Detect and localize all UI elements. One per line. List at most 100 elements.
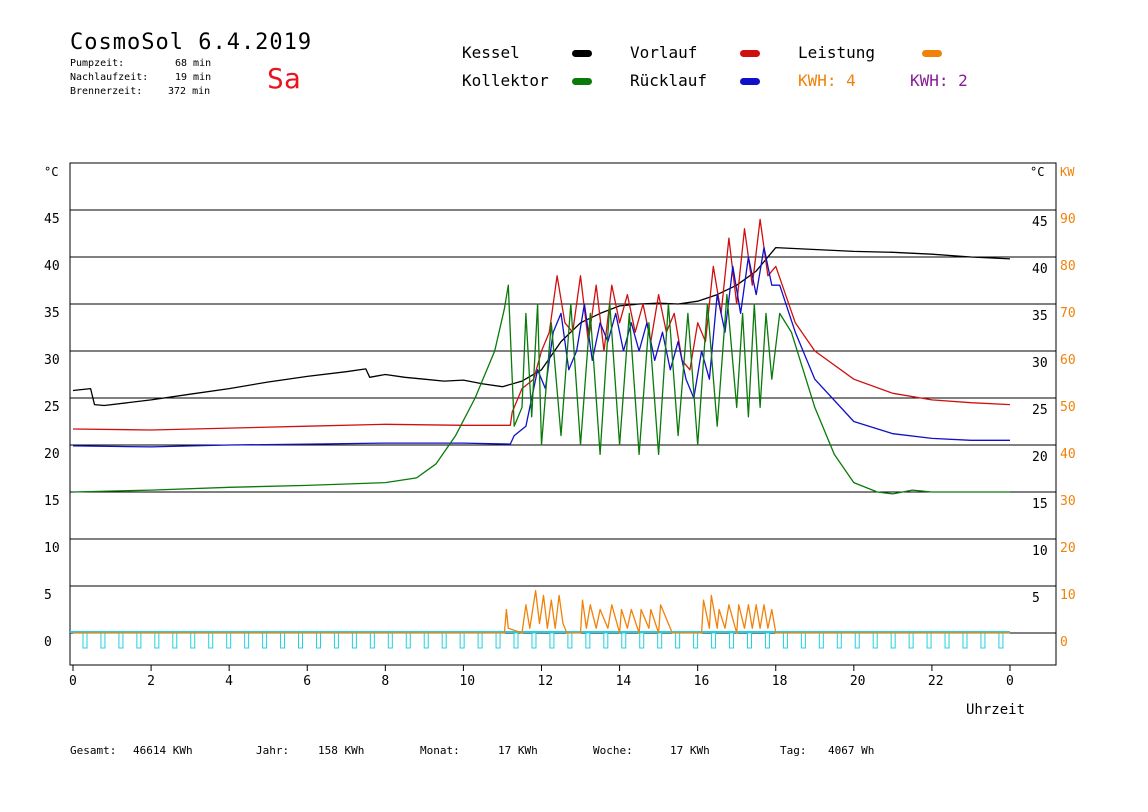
legend-kessel-label: Kessel <box>462 43 520 62</box>
y-tick-right-kw: 50 <box>1060 400 1076 415</box>
x-tick-label: 4 <box>225 674 233 689</box>
legend-kollektor-label: Kollektor <box>462 71 549 90</box>
pump-marker <box>603 632 609 649</box>
pump-marker <box>764 632 770 649</box>
pump-marker <box>280 632 286 649</box>
chart-grid <box>70 209 1056 634</box>
footer-woche-label: Woche: <box>593 744 633 757</box>
legend-kessel-swatch <box>572 50 592 57</box>
x-tick-label: 6 <box>303 674 311 689</box>
series-line-leistung <box>73 590 1010 634</box>
pump-marker <box>657 632 663 649</box>
pump-marker <box>82 632 88 649</box>
nachlaufzeit-value: 19 min <box>175 72 212 83</box>
y-tick-left: 5 <box>44 588 52 603</box>
y-tick-right-c: 45 <box>1032 215 1048 230</box>
x-tick-label: 18 <box>772 674 788 689</box>
y-tick-right-kw: 0 <box>1060 635 1068 650</box>
footer-tag-label: Tag: <box>780 744 807 757</box>
plot-frame <box>69 162 1057 666</box>
pump-marker <box>693 632 699 649</box>
x-tick-label: 8 <box>381 674 389 689</box>
brennerzeit-label: Brennerzeit: <box>70 86 143 97</box>
legend-leistung-label: Leistung <box>798 43 876 62</box>
pump-marker <box>172 632 178 649</box>
y-tick-right-kw: 30 <box>1060 494 1076 509</box>
pump-marker <box>190 632 196 649</box>
y-tick-right-kw: 40 <box>1060 447 1076 462</box>
x-tick-label: 20 <box>850 674 866 689</box>
y-tick-right-kw: 80 <box>1060 259 1076 274</box>
pump-marker <box>136 632 142 649</box>
legend-leistung-swatch <box>922 50 942 57</box>
pump-marker <box>459 632 465 649</box>
x-tick-label: 0 <box>1006 674 1014 689</box>
legend-kollektor-swatch <box>572 78 592 85</box>
pump-marker <box>531 632 537 649</box>
brennerzeit-value: 372 min <box>168 86 211 97</box>
pump-marker <box>100 632 106 649</box>
pump-marker <box>387 632 393 649</box>
x-tick-label: 10 <box>459 674 475 689</box>
pump-marker <box>369 632 375 649</box>
pump-marker <box>351 632 357 649</box>
y-tick-right-c: 40 <box>1032 262 1048 277</box>
pump-marker <box>711 632 717 649</box>
pump-marker <box>890 632 896 649</box>
y-axis-label-left: °C <box>44 165 58 179</box>
footer-gesamt-label: Gesamt: <box>70 744 117 757</box>
pump-marker <box>315 632 321 649</box>
x-tick-label: 14 <box>616 674 632 689</box>
pump-marker <box>244 632 250 649</box>
y-tick-right-kw: 20 <box>1060 541 1076 556</box>
pump-marker <box>423 632 429 649</box>
y-tick-left: 30 <box>44 353 60 368</box>
pump-marker <box>226 632 232 649</box>
y-tick-right-kw: 10 <box>1060 588 1076 603</box>
pump-marker <box>872 632 878 649</box>
y-tick-right-c: 20 <box>1032 450 1048 465</box>
footer-monat-value: 17 KWh <box>498 744 538 757</box>
pump-marker <box>980 632 986 649</box>
pump-marker <box>262 632 268 649</box>
y-tick-right-c: 35 <box>1032 309 1048 324</box>
pump-marker <box>800 632 806 649</box>
pump-marker <box>298 632 304 649</box>
pump-marker <box>926 632 932 649</box>
pump-marker <box>405 632 411 649</box>
y-tick-left: 40 <box>44 259 60 274</box>
series-lines <box>72 218 1011 634</box>
nachlaufzeit-label: Nachlaufzeit: <box>70 72 149 83</box>
footer-gesamt-value: 46614 KWh <box>133 744 193 757</box>
pump-marker <box>118 632 124 649</box>
footer-monat-label: Monat: <box>420 744 460 757</box>
y-tick-right-kw: 90 <box>1060 212 1076 227</box>
pump-marker <box>782 632 788 649</box>
y-axis-label-right-c: °C <box>1030 165 1044 179</box>
pump-marker <box>441 632 447 649</box>
pump-marker <box>998 632 1004 649</box>
legend-vorlauf-swatch <box>740 50 760 57</box>
y-tick-left: 0 <box>44 635 52 650</box>
x-tick-label: 0 <box>69 674 77 689</box>
pumpzeit-value: 68 min <box>175 58 212 69</box>
pump-marker <box>944 632 950 649</box>
pump-indicator-group <box>70 631 1010 649</box>
y-tick-left: 15 <box>44 494 60 509</box>
x-tick-label: 12 <box>538 674 554 689</box>
pump-marker <box>729 632 735 649</box>
weekday-label: Sa <box>267 62 301 95</box>
series-line-ruecklauf <box>72 246 1010 448</box>
pump-marker <box>621 632 627 649</box>
y-tick-right-c: 30 <box>1032 356 1048 371</box>
series-line-kollektor <box>72 284 1010 495</box>
footer-jahr-label: Jahr: <box>256 744 290 757</box>
page-title: CosmoSol 6.4.2019 <box>70 30 313 55</box>
y-tick-right-c: 25 <box>1032 403 1048 418</box>
footer-jahr-value: 158 KWh <box>318 744 365 757</box>
footer-woche-value: 17 KWh <box>670 744 710 757</box>
y-tick-right-c: 15 <box>1032 497 1048 512</box>
y-tick-left: 45 <box>44 212 60 227</box>
legend-kwh-purple: KWH: 2 <box>910 71 968 90</box>
